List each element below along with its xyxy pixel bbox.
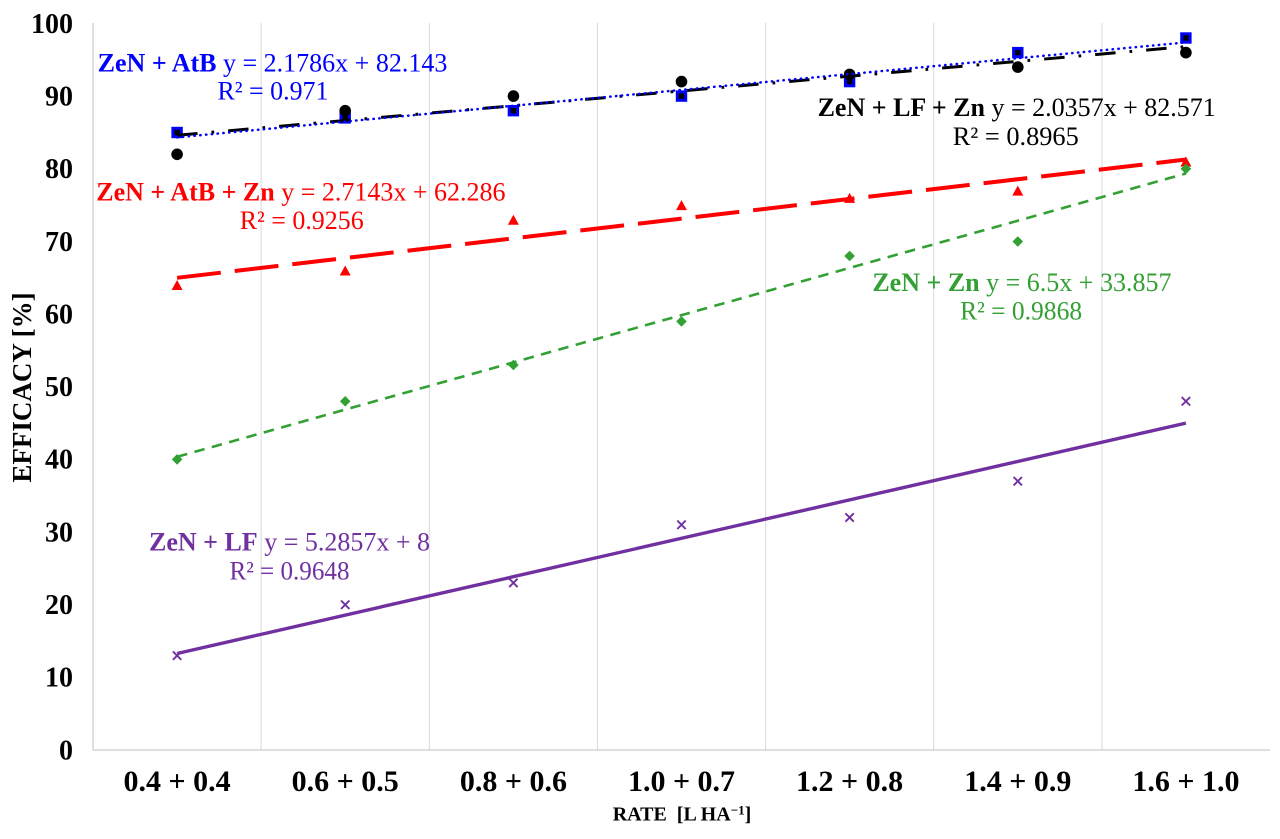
svg-text:ZeN + LF + Zn y = 2.0357x + 82: ZeN + LF + Zn y = 2.0357x + 82.571 [818,93,1216,122]
svg-text:R² = 0.9256: R² = 0.9256 [240,206,364,235]
svg-text:100: 100 [31,9,73,40]
svg-text:R² = 0.9868: R² = 0.9868 [960,296,1082,325]
svg-text:10: 10 [45,663,73,694]
svg-text:40: 40 [45,445,73,476]
svg-text:R² = 0.971: R² = 0.971 [218,76,329,105]
svg-text:0.6 + 0.5: 0.6 + 0.5 [292,765,399,798]
svg-text:R² = 0.9648: R² = 0.9648 [230,556,350,585]
svg-text:ZeN + Zn y = 6.5x + 33.857: ZeN + Zn y = 6.5x + 33.857 [872,268,1171,297]
svg-text:1.4 + 0.9: 1.4 + 0.9 [964,765,1071,798]
svg-text:ZeN + AtB + Zn y = 2.7143x + 6: ZeN + AtB + Zn y = 2.7143x + 62.286 [96,178,505,207]
svg-text:1.2 + 0.8: 1.2 + 0.8 [796,765,903,798]
svg-text:1.6 + 1.0: 1.6 + 1.0 [1132,765,1239,798]
svg-text:50: 50 [45,372,73,403]
svg-text:ZeN + LF y = 5.2857x + 8: ZeN + LF y = 5.2857x + 8 [149,527,430,556]
svg-text:RATE [L HA−1]: RATE [L HA−1] [613,803,752,826]
svg-text:0: 0 [59,735,73,766]
svg-text:R² = 0.8965: R² = 0.8965 [953,122,1079,151]
svg-text:0.8 + 0.6: 0.8 + 0.6 [460,765,567,798]
svg-text:60: 60 [45,299,73,330]
svg-text:1.0 + 0.7: 1.0 + 0.7 [628,765,735,798]
svg-text:90: 90 [45,81,73,112]
svg-text:30: 30 [45,517,73,548]
svg-text:0.4 + 0.4: 0.4 + 0.4 [124,765,231,798]
svg-text:20: 20 [45,590,73,621]
svg-text:80: 80 [45,154,73,185]
svg-text:EFFICACY [%]: EFFICACY [%] [7,292,37,482]
svg-text:70: 70 [45,227,73,258]
svg-text:ZeN + AtB y = 2.1786x + 82.143: ZeN + AtB y = 2.1786x + 82.143 [98,48,448,77]
